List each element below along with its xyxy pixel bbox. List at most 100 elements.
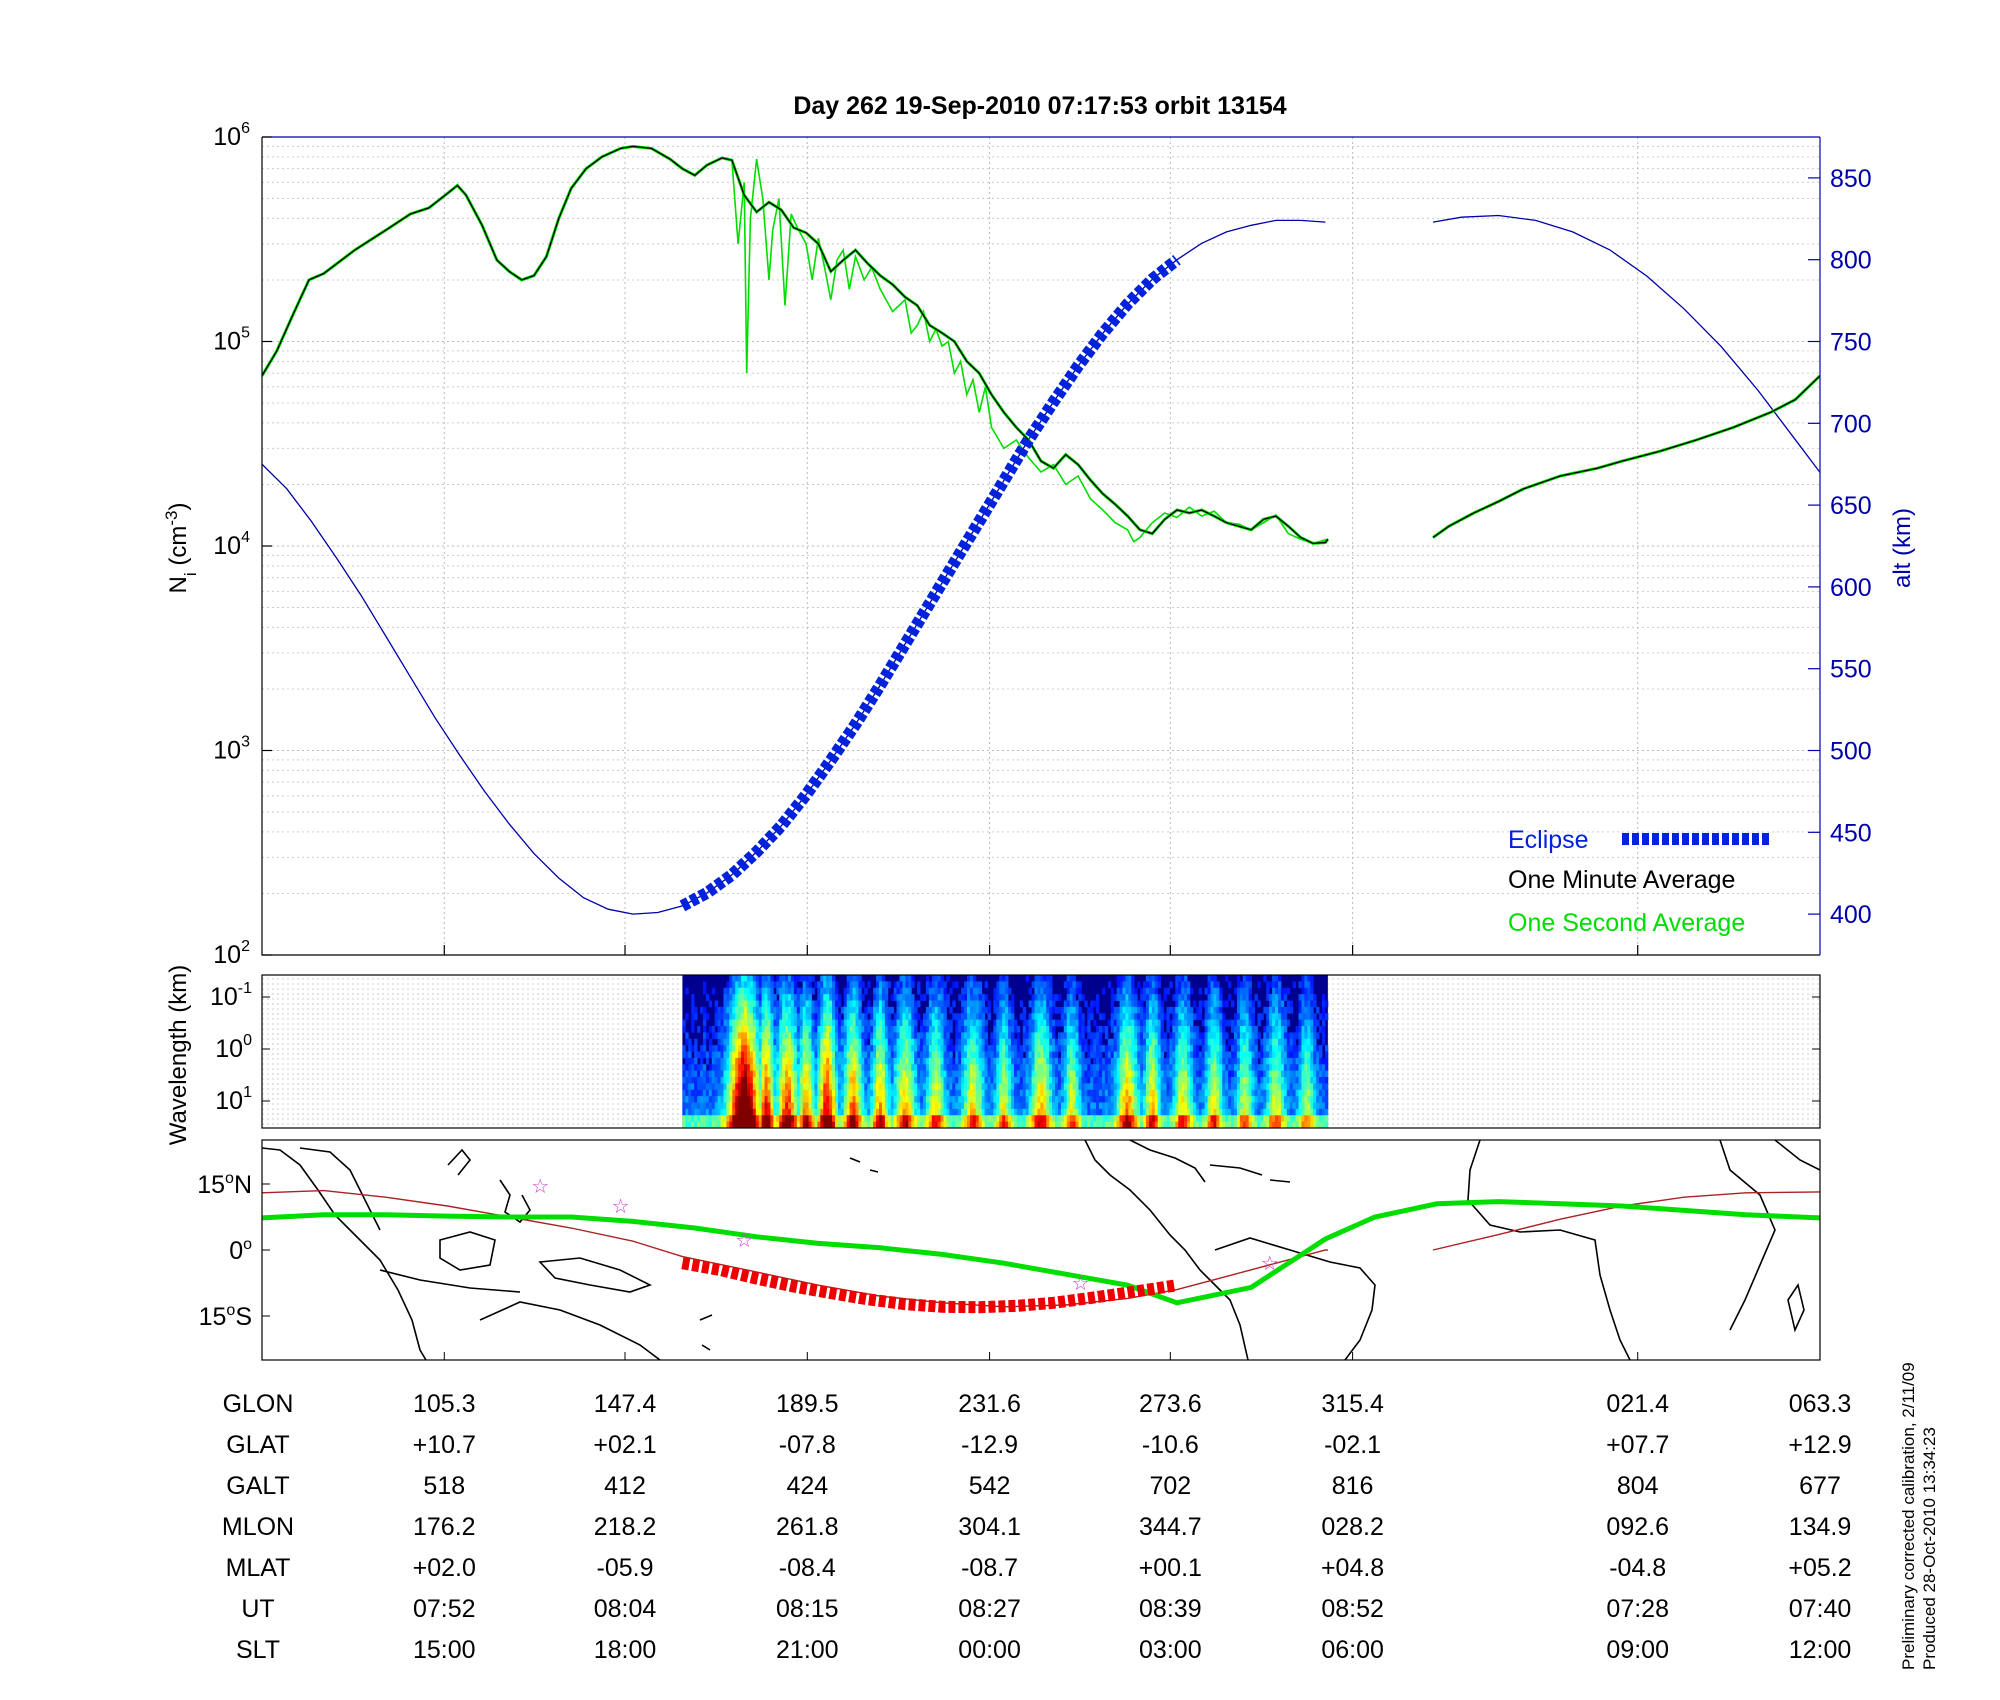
- table-cell: 07:28: [1606, 1595, 1669, 1623]
- spectrogram-cell: [1145, 1045, 1150, 1052]
- spectrogram-cell: [1207, 975, 1211, 982]
- spectrogram-cell: [1166, 1026, 1170, 1033]
- spectrogram-cell: [1131, 1006, 1135, 1014]
- spectrogram-cell: [1236, 1064, 1241, 1072]
- spectrogram-cell: [1063, 1013, 1068, 1021]
- spectrogram-cell: [738, 1032, 742, 1040]
- spectrogram-cell: [723, 1089, 727, 1097]
- spectrogram-cell: [1151, 1051, 1156, 1059]
- spectrogram-cell: [779, 1000, 783, 1008]
- spectrogram-cell: [1163, 1115, 1167, 1123]
- spectrogram-cell: [1222, 1032, 1226, 1040]
- spectrogram-cell: [741, 1070, 745, 1078]
- spectrogram-cell: [1289, 1051, 1294, 1059]
- spectrogram-cell: [1057, 1032, 1062, 1040]
- spectrogram-cell: [682, 1096, 686, 1103]
- spectrogram-cell: [793, 1064, 798, 1072]
- spectrogram-cell: [884, 1070, 889, 1078]
- spectrogram-cell: [773, 1013, 777, 1021]
- spectrogram-cell: [958, 1070, 962, 1078]
- spectrogram-cell: [1148, 1000, 1153, 1008]
- spectrogram-cell: [1277, 1102, 1282, 1110]
- spectrogram-cell: [1104, 1108, 1109, 1116]
- spectrogram-cell: [1104, 1089, 1109, 1097]
- spectrogram-cell: [834, 1121, 839, 1129]
- spectrogram-cell: [1066, 1096, 1071, 1103]
- spectrogram-cell: [779, 1077, 783, 1084]
- spectrogram-cell: [767, 1064, 771, 1072]
- spectrogram-cell: [1204, 1057, 1208, 1065]
- spectrogram-cell: [843, 1089, 848, 1097]
- spectrogram-cell: [776, 1089, 780, 1097]
- spectrogram-cell: [881, 1077, 886, 1084]
- spectrogram-cell: [1304, 1019, 1308, 1027]
- spectrogram-cell: [1316, 1083, 1320, 1091]
- spectrogram-cell: [849, 1006, 853, 1014]
- spectrogram-cell: [1034, 1026, 1038, 1033]
- spectrogram-cell: [858, 1108, 862, 1116]
- spectrogram-cell: [826, 1057, 830, 1065]
- spectrogram-cell: [1119, 981, 1123, 989]
- spectrogram-cell: [1002, 1032, 1006, 1040]
- spectrogram-cell: [1204, 1108, 1208, 1116]
- spectrogram-cell: [702, 1051, 707, 1059]
- spectrogram-cell: [755, 1096, 760, 1103]
- spectrogram-cell: [1213, 1051, 1217, 1059]
- spectrogram-cell: [1022, 1115, 1027, 1123]
- spectrogram-cell: [1005, 987, 1009, 995]
- spectrogram-cell: [808, 1077, 812, 1084]
- spectrogram-cell: [1116, 975, 1120, 982]
- spectrogram-cell: [1204, 1115, 1208, 1123]
- spectrogram-cell: [1116, 1121, 1120, 1129]
- density-tick-label: 103: [213, 734, 250, 765]
- spectrogram-cell: [1063, 1032, 1068, 1040]
- spectrogram-cell: [1066, 1102, 1071, 1110]
- table-cell: 218.2: [594, 1513, 657, 1541]
- spectrogram-cell: [770, 1051, 774, 1059]
- spectrogram-cell: [1286, 1115, 1291, 1123]
- spectrogram-cell: [1231, 1089, 1235, 1097]
- spectrogram-cell: [896, 1006, 900, 1014]
- spectrogram-cell: [1122, 1064, 1126, 1072]
- spectrogram-cell: [928, 1000, 933, 1008]
- spectrogram-cell: [993, 994, 997, 1001]
- spectrogram-cell: [808, 1013, 812, 1021]
- spectrogram-cell: [1099, 1089, 1103, 1097]
- spectrogram-cell: [896, 1115, 900, 1123]
- spectrogram-cell: [1019, 1121, 1024, 1129]
- spectrogram-cell: [755, 1102, 760, 1110]
- spectrogram-cell: [961, 1089, 965, 1097]
- spectrogram-cell: [999, 1032, 1003, 1040]
- spectrogram-cell: [729, 1121, 733, 1129]
- spectrogram-cell: [967, 975, 971, 982]
- spectrogram-cell: [837, 1026, 842, 1033]
- spectrogram-cell: [967, 1115, 971, 1123]
- spectrogram-cell: [694, 1051, 698, 1059]
- spectrogram-cell: [1324, 1083, 1329, 1091]
- spectrogram-cell: [1069, 1032, 1074, 1040]
- spectrogram-cell: [1019, 1083, 1024, 1091]
- spectrogram-cell: [1166, 1013, 1170, 1021]
- spectrogram-cell: [1134, 1051, 1138, 1059]
- spectrogram-cell: [940, 1121, 944, 1129]
- spectrogram-cell: [893, 1115, 897, 1123]
- spectrogram-cell: [779, 975, 783, 982]
- density-ylabel-close: ): [165, 503, 192, 511]
- spectrogram-cell: [1231, 1083, 1235, 1091]
- spectrogram-cell: [934, 1077, 939, 1084]
- spectrogram-cell: [1210, 1096, 1214, 1103]
- spectrogram-cell: [1310, 1121, 1314, 1129]
- spectrogram-cell: [732, 1077, 736, 1084]
- spectrogram-cell: [1184, 1096, 1188, 1103]
- spectrogram-cell: [996, 1064, 1000, 1072]
- spectrogram-cell: [1324, 1000, 1329, 1008]
- spectrogram-cell: [796, 987, 801, 995]
- spectrogram-cell: [928, 1115, 933, 1123]
- spectrogram-cell: [705, 1102, 710, 1110]
- magnetic-equator-line: [262, 1199, 1820, 1306]
- spectrogram-cell: [1319, 1083, 1323, 1091]
- spectrogram-cell: [1166, 1077, 1170, 1084]
- spectrogram-cell: [1104, 1064, 1109, 1072]
- spectrogram-cell: [1008, 1121, 1012, 1129]
